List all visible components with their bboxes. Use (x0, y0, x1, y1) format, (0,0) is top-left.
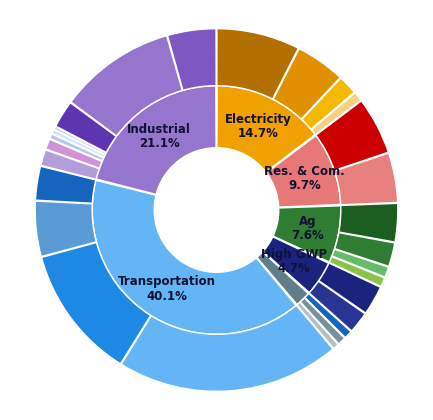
Wedge shape (335, 153, 397, 205)
Wedge shape (42, 242, 151, 364)
Wedge shape (266, 135, 341, 207)
Wedge shape (121, 305, 333, 391)
Wedge shape (41, 150, 99, 179)
Text: Res. & Com.
9.7%: Res. & Com. 9.7% (264, 165, 345, 192)
Wedge shape (36, 166, 96, 203)
Wedge shape (263, 236, 329, 293)
Text: Transportation
40.1%: Transportation 40.1% (118, 276, 216, 303)
Wedge shape (92, 180, 296, 334)
Wedge shape (273, 49, 340, 119)
Wedge shape (339, 203, 398, 242)
Text: Electricity
14.7%: Electricity 14.7% (225, 113, 291, 140)
Wedge shape (50, 134, 103, 161)
Wedge shape (71, 36, 182, 136)
Wedge shape (96, 86, 216, 194)
Wedge shape (52, 130, 105, 158)
Wedge shape (329, 257, 385, 286)
Text: Ag
7.6%: Ag 7.6% (291, 215, 324, 242)
Wedge shape (335, 233, 395, 266)
Wedge shape (273, 206, 341, 262)
Wedge shape (46, 139, 102, 168)
Text: High GWP
4.7%: High GWP 4.7% (261, 248, 327, 275)
Wedge shape (56, 103, 116, 152)
Wedge shape (301, 298, 345, 344)
Wedge shape (302, 78, 354, 129)
Wedge shape (217, 86, 315, 172)
Text: Industrial
21.1%: Industrial 21.1% (127, 123, 191, 150)
Wedge shape (217, 29, 298, 99)
Wedge shape (54, 127, 106, 155)
Wedge shape (35, 201, 96, 257)
Wedge shape (297, 302, 338, 348)
Wedge shape (305, 294, 351, 338)
Wedge shape (311, 93, 361, 135)
Wedge shape (309, 281, 365, 331)
Wedge shape (332, 249, 388, 277)
Wedge shape (168, 29, 216, 90)
Wedge shape (257, 252, 309, 305)
Wedge shape (319, 263, 381, 313)
Wedge shape (316, 101, 388, 171)
